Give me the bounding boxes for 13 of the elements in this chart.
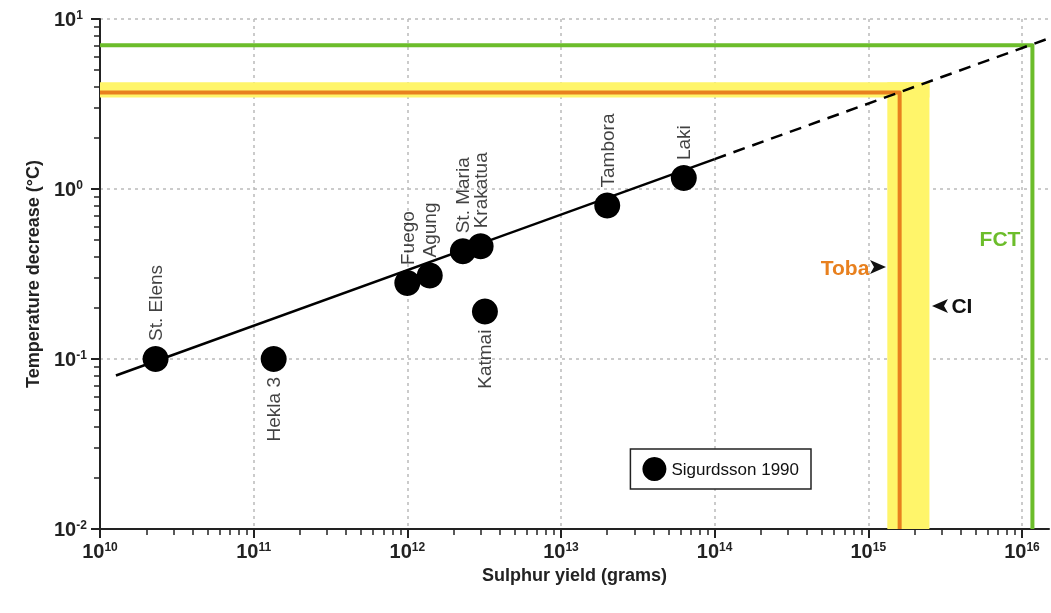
annotation: Laki (673, 125, 695, 161)
x-axis-title: Sulphur yield (grams) (481, 564, 668, 585)
annotation: Katmai (474, 329, 496, 389)
series-label: Toba (820, 255, 870, 279)
annotation: Agung (419, 202, 441, 258)
annotation: Fuego (396, 211, 418, 265)
series-label: FCT (979, 227, 1021, 251)
band-label: CI (951, 294, 973, 318)
annotation: St. Elens (145, 264, 167, 341)
legend-label: Sigurdsson 1990 (671, 459, 799, 479)
annotation: Tambora (596, 113, 618, 188)
annotation: Hekla 3 (263, 377, 285, 442)
y-axis-title: Temperature decrease (°C) (23, 160, 43, 388)
